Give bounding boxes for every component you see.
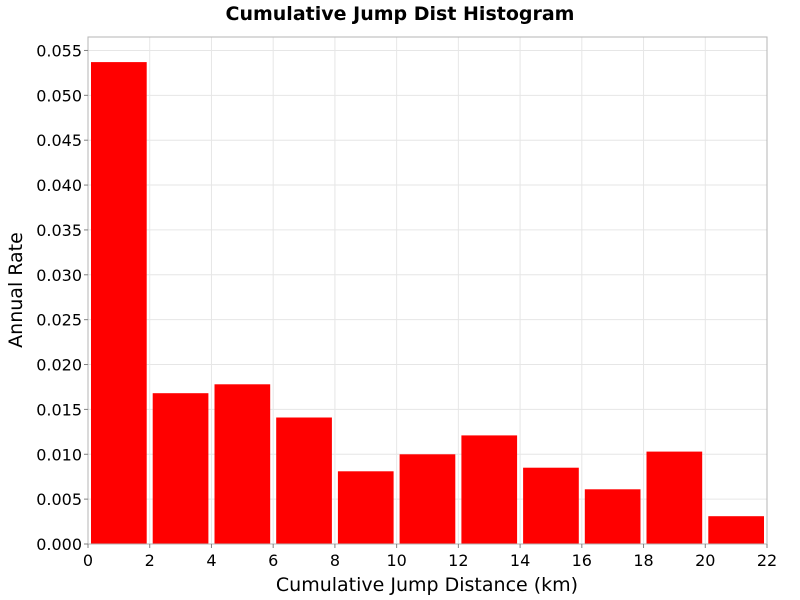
x-tick-label: 16 (572, 551, 592, 570)
y-tick-label: 0.050 (36, 86, 82, 105)
bars (91, 62, 764, 544)
x-tick-label: 20 (695, 551, 715, 570)
x-axis-label: Cumulative Jump Distance (km) (276, 574, 578, 596)
histogram-bar (584, 489, 641, 544)
y-tick-label: 0.055 (36, 41, 82, 60)
x-tick-label: 8 (330, 551, 340, 570)
histogram-bar (91, 62, 147, 544)
histogram-bar (152, 393, 209, 544)
histogram-bar (399, 454, 456, 544)
histogram-bar (337, 471, 394, 544)
x-tick-label: 12 (448, 551, 468, 570)
histogram-bar (646, 451, 703, 544)
x-tick-label: 0 (83, 551, 93, 570)
y-tick-label: 0.000 (36, 535, 82, 554)
y-tick-label: 0.045 (36, 131, 82, 150)
y-tick-label: 0.035 (36, 221, 82, 240)
y-tick-label: 0.015 (36, 400, 82, 419)
y-tick-label: 0.020 (36, 356, 82, 375)
x-tick-labels: 0 2 4 6 8 10 12 14 16 18 20 22 (83, 551, 777, 570)
y-tick-label: 0.030 (36, 266, 82, 285)
plot-area (87, 36, 768, 545)
x-tick-label: 22 (757, 551, 777, 570)
histogram-bar (214, 384, 271, 544)
x-tick-label: 10 (386, 551, 406, 570)
x-tick-label: 18 (633, 551, 653, 570)
y-tick-labels: 0.000 0.005 0.010 0.015 0.020 0.025 0.030 0.035… (36, 41, 82, 554)
y-tick-label: 0.025 (36, 311, 82, 330)
x-tick-label: 6 (268, 551, 278, 570)
histogram-bar (461, 435, 518, 544)
axis-ticks (84, 49, 768, 548)
y-axis-label: Annual Rate (5, 232, 27, 348)
y-tick-label: 0.010 (36, 445, 82, 464)
histogram-bar (523, 467, 579, 544)
y-tick-label: 0.005 (36, 490, 82, 509)
histogram-bar (276, 417, 332, 544)
x-tick-label: 2 (145, 551, 155, 570)
x-tick-label: 4 (206, 551, 216, 570)
histogram-bar (708, 516, 764, 544)
x-tick-label: 14 (510, 551, 530, 570)
y-tick-label: 0.040 (36, 176, 82, 195)
chart-title: Cumulative Jump Dist Histogram (226, 3, 575, 25)
